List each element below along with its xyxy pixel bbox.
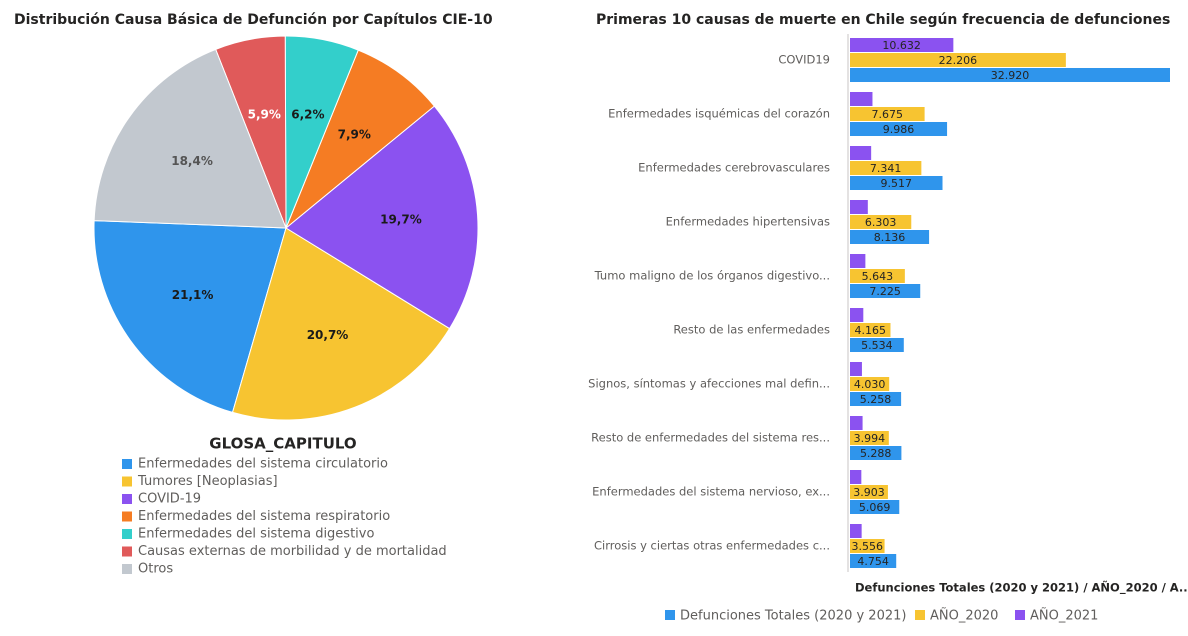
value-label: 7.675 [872, 108, 904, 121]
legend-swatch [122, 459, 132, 469]
bar [850, 38, 954, 52]
legend-label: Enfermedades del sistema circulatorio [138, 457, 388, 472]
bar [850, 416, 863, 430]
bar [850, 176, 943, 190]
category-label: Resto de las enfermedades [673, 323, 830, 337]
bar [850, 92, 873, 106]
value-label: 5.069 [859, 501, 891, 514]
bar [850, 362, 862, 376]
pie-slice [231, 227, 451, 421]
bar [850, 377, 890, 391]
bar [850, 500, 900, 514]
value-label: 6.303 [865, 216, 897, 229]
value-label: 9.986 [883, 123, 915, 136]
category-label: Enfermedades del sistema nervioso, ex... [592, 485, 830, 499]
value-label: 7.225 [869, 285, 901, 298]
bar [850, 53, 1066, 67]
legend-swatch [122, 546, 132, 557]
bar [850, 107, 925, 121]
bar [850, 200, 868, 214]
bar [850, 539, 885, 553]
value-label: 3.994 [854, 432, 886, 445]
bar [850, 161, 922, 175]
value-label: 10.632 [882, 39, 921, 52]
value-label: 5.288 [860, 447, 892, 460]
value-label: 7.341 [870, 162, 902, 175]
bar [850, 254, 866, 268]
legend-swatch [1015, 610, 1025, 620]
legend-label: AÑO_2020 [930, 608, 998, 624]
legend-swatch [122, 476, 132, 487]
bar [850, 269, 905, 283]
bar [850, 554, 897, 568]
category-label: Enfermedades cerebrovasculares [638, 161, 830, 175]
slice-label: 5,9% [248, 107, 281, 121]
legend-label: Otros [138, 562, 173, 577]
bar [850, 122, 948, 136]
bar [850, 284, 921, 298]
slice-label: 18,4% [171, 154, 213, 168]
category-label: Enfermedades isquémicas del corazón [608, 107, 830, 121]
bar [850, 230, 930, 244]
legend-label: AÑO_2021 [1030, 608, 1098, 624]
pie-slice [285, 49, 436, 229]
bar [850, 392, 902, 406]
legend-swatch [122, 564, 132, 574]
legend-label: COVID-19 [138, 492, 201, 507]
legend-label: Enfermedades del sistema digestivo [138, 527, 374, 542]
slice-label: 7,9% [338, 128, 371, 142]
legend-label: Tumores [Neoplasias] [137, 474, 278, 489]
value-label: 4.754 [857, 555, 889, 568]
pie-title: Distribución Causa Básica de Defunción p… [14, 12, 493, 28]
bar [850, 215, 912, 229]
pie-slice [285, 105, 479, 330]
legend-swatch [122, 511, 132, 522]
value-label: 5.534 [861, 339, 893, 352]
value-label: 5.643 [862, 270, 894, 283]
slice-label: 6,2% [291, 107, 324, 121]
category-label: Resto de enfermedades del sistema res... [591, 431, 830, 445]
legend-label: Causas externas de morbilidad y de morta… [138, 544, 447, 559]
value-label: 9.517 [881, 177, 913, 190]
value-label: 4.165 [854, 324, 886, 337]
bar [850, 431, 889, 445]
value-label: 22.206 [939, 54, 978, 67]
category-label: COVID19 [778, 53, 830, 67]
category-label: Signos, síntomas y afecciones mal defin.… [588, 377, 830, 391]
bar [850, 524, 862, 538]
category-label: Cirrosis y ciertas otras enfermedades c.… [594, 539, 830, 553]
legend-label: Enfermedades del sistema respiratorio [138, 509, 390, 524]
legend-swatch [915, 610, 925, 620]
bar [850, 470, 862, 484]
category-label: Enfermedades hipertensivas [666, 215, 830, 229]
pie-slice [93, 48, 287, 229]
value-label: 3.903 [853, 486, 885, 499]
value-label: 8.136 [874, 231, 906, 244]
legend-swatch [122, 494, 132, 504]
x-axis-title: Defunciones Totales (2020 y 2021) / AÑO_… [855, 580, 1188, 596]
slice-label: 19,7% [380, 213, 422, 227]
pie-slice [93, 220, 287, 414]
bar [850, 446, 902, 460]
bar [850, 323, 891, 337]
value-label: 3.556 [852, 540, 884, 553]
slice-label: 20,7% [307, 328, 349, 342]
value-label: 5.258 [860, 393, 892, 406]
bar-title: Primeras 10 causas de muerte en Chile se… [596, 12, 1170, 28]
bar [850, 146, 872, 160]
bar [850, 68, 1170, 82]
bar [850, 485, 888, 499]
category-label: Tumo maligno de los órganos digestivo... [594, 269, 830, 283]
value-label: 4.030 [854, 378, 886, 391]
bar [850, 338, 904, 352]
bar [850, 308, 864, 322]
legend-swatch [665, 610, 675, 620]
value-label: 32.920 [991, 69, 1030, 82]
slice-label: 21,1% [172, 288, 214, 302]
legend-swatch [122, 529, 132, 539]
legend-title: GLOSA_CAPITULO [209, 435, 356, 453]
legend-label: Defunciones Totales (2020 y 2021) [680, 609, 906, 624]
